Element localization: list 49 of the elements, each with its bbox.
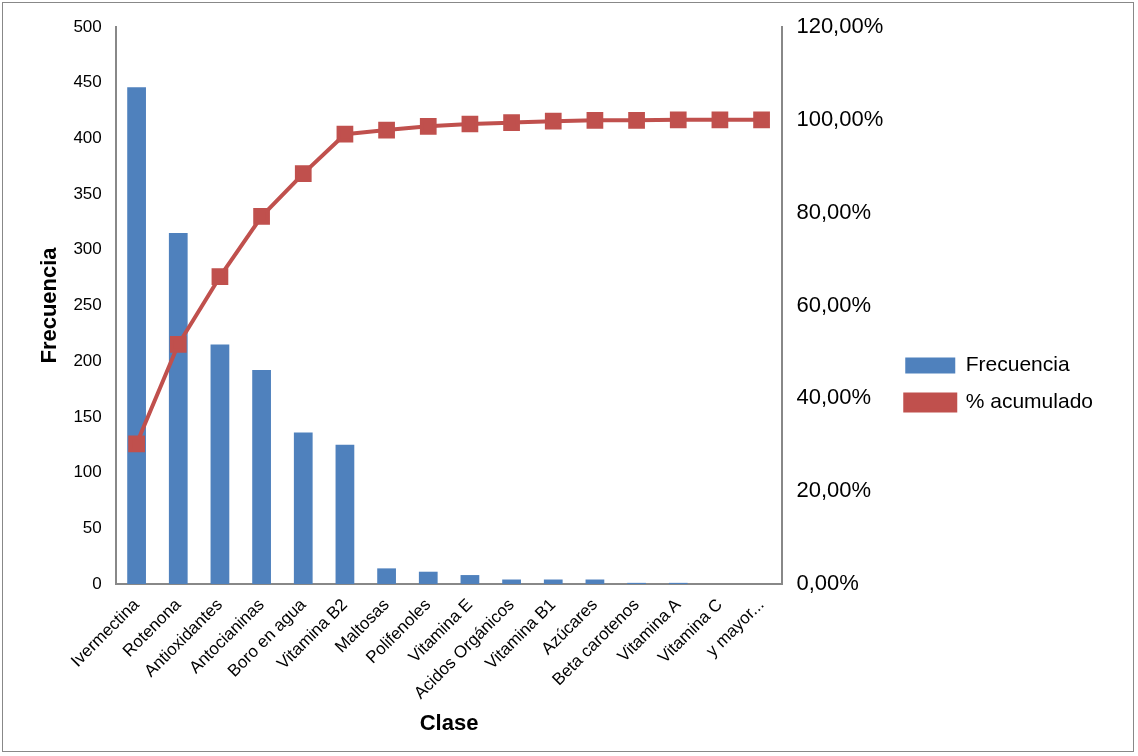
point <box>336 125 354 143</box>
y-tick-label: 300 <box>73 239 102 259</box>
point <box>169 336 187 353</box>
y2-tick-label: 100,00% <box>796 105 884 131</box>
bar <box>460 575 480 584</box>
point <box>461 115 479 133</box>
y-tick-label: 250 <box>73 295 102 315</box>
y-tick-label: 350 <box>73 183 102 203</box>
point <box>253 208 270 225</box>
point <box>378 121 395 139</box>
y2-tick-label: 60,00% <box>796 291 872 317</box>
bar <box>377 568 396 584</box>
y-tick-label: 100 <box>73 462 102 482</box>
point <box>628 111 645 129</box>
bar <box>502 579 521 584</box>
legend-label: % acumulado <box>965 389 1094 413</box>
y2-tick-label: 0,00% <box>796 570 859 596</box>
point <box>294 165 312 183</box>
point <box>669 111 687 129</box>
point <box>211 268 229 286</box>
y-tick-label: 200 <box>73 350 102 370</box>
bar <box>210 344 230 584</box>
point <box>419 117 437 135</box>
y2-tick-label: 120,00% <box>796 13 884 39</box>
y-tick-label: 50 <box>82 517 102 537</box>
point <box>128 435 145 453</box>
y-tick-label: 400 <box>73 128 102 148</box>
x-axis-title: Clase <box>419 709 479 735</box>
y2-tick-label: 40,00% <box>796 384 872 410</box>
bar <box>293 432 313 584</box>
y-axis-title: Frecuencia <box>36 246 62 364</box>
point <box>586 111 604 129</box>
bar <box>252 370 271 584</box>
point <box>711 111 729 129</box>
y-tick-label: 150 <box>73 406 102 426</box>
bar <box>543 579 563 584</box>
y-tick-label: 0 <box>92 573 102 593</box>
bar <box>168 233 188 584</box>
y-tick-label: 500 <box>73 16 102 36</box>
bar <box>335 444 355 584</box>
point <box>544 112 562 130</box>
y2-tick-label: 20,00% <box>796 477 872 503</box>
point <box>753 111 770 129</box>
y2-tick-label: 80,00% <box>796 198 872 224</box>
bar <box>418 571 438 584</box>
bar <box>127 87 146 584</box>
point <box>503 114 520 131</box>
y-tick-label: 450 <box>73 72 102 92</box>
legend-label: Frecuencia <box>965 352 1070 376</box>
